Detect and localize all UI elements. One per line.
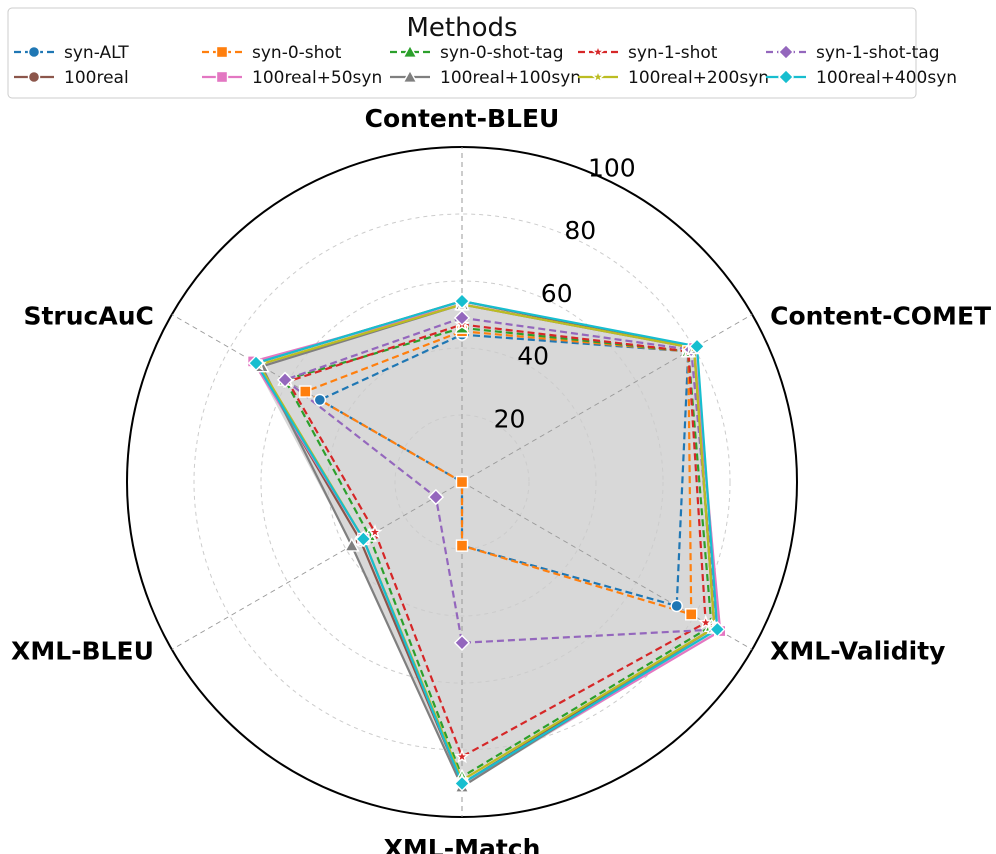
legend-marker	[777, 43, 795, 61]
point-syn-1-shot-tag-StrucAuC	[276, 371, 294, 388]
legend-item-100real+100syn: 100real+100syn	[390, 68, 581, 88]
point-syn-0-shot-XML-Match	[455, 539, 469, 552]
axis-label-xml-validity: XML-Validity	[770, 637, 945, 666]
point-syn-0-shot-XML-Validity	[684, 608, 698, 621]
legend: Methods syn-ALT syn-0-shot syn-0-shot-tag s…	[7, 7, 957, 99]
legend-item-syn-0-shot: syn-0-shot	[202, 43, 342, 63]
point-syn-1-shot-tag-XML-BLEU	[427, 488, 445, 506]
legend-marker	[402, 68, 418, 83]
point-100real+400syn-XML-Validity	[709, 621, 726, 638]
axis-label-content-bleu: Content-BLEU	[365, 104, 560, 133]
spoke-4	[171, 481, 463, 650]
r-tick-label: 60	[541, 279, 573, 308]
axis-label-strucauc: StrucAuC	[23, 302, 153, 331]
r-tick-label: 100	[588, 153, 636, 182]
legend-label: syn-1-shot	[628, 43, 718, 63]
legend-marker	[27, 70, 41, 84]
point-syn-0-shot-StrucAuC	[299, 385, 312, 398]
legend-label: syn-1-shot-tag	[816, 43, 939, 63]
point-syn-1-shot-XML-Validity	[697, 614, 714, 630]
legend-label: syn-0-shot	[252, 43, 342, 63]
point-100real+400syn-Content-BLEU	[453, 292, 471, 310]
filled-area-layer	[253, 301, 721, 787]
legend-item-100real+50syn: 100real+50syn	[202, 68, 382, 88]
legend-marker	[590, 44, 606, 59]
legend-item-100real+200syn: 100real+200syn	[578, 68, 769, 88]
axis-label-xml-match: XML-Match	[384, 834, 541, 854]
legend-frame	[7, 7, 917, 99]
grid-circle-40	[327, 347, 597, 617]
point-syn-ALT-XML-Validity	[670, 599, 683, 613]
spoke-1	[461, 314, 753, 483]
point-100real+400syn-Content-COMET	[688, 338, 706, 355]
legend-label: 100real+200syn	[628, 68, 769, 88]
point-100real+400syn-XML-Match	[453, 775, 471, 792]
legend-label: 100real+400syn	[816, 68, 957, 88]
legend-marker	[777, 68, 795, 86]
legend-item-syn-ALT: syn-ALT	[14, 43, 129, 63]
point-syn-ALT-StrucAuC	[313, 393, 327, 407]
marker-layer	[246, 292, 727, 793]
point-100real+400syn-StrucAuC	[247, 354, 265, 372]
point-syn-1-shot-tag-XML-Match	[453, 634, 471, 651]
axis-label-xml-bleu: XML-BLEU	[11, 637, 154, 666]
legend-item-syn-1-shot-tag: syn-1-shot-tag	[766, 43, 939, 63]
legend-marker	[215, 45, 229, 59]
point-syn-0-shot-XML-BLEU	[455, 475, 469, 489]
legend-label: 100real	[64, 68, 129, 88]
legend-marker	[215, 70, 229, 84]
grid-circle-80	[193, 213, 731, 751]
shaded-area	[253, 301, 721, 787]
legend-item-100real: 100real	[14, 68, 129, 88]
point-syn-1-shot-tag-Content-BLEU	[453, 309, 471, 326]
legend-label: syn-ALT	[64, 43, 129, 63]
legend-title: Methods	[406, 13, 517, 43]
legend-marker	[27, 45, 41, 59]
legend-item-syn-0-shot-tag: syn-0-shot-tag	[390, 43, 563, 63]
axis-label-layer: 20 40 60 80 100 Content-BLEU Content-COMET XML-…	[11, 104, 991, 854]
legend-marker	[590, 69, 606, 84]
legend-marker	[402, 43, 418, 58]
axis-label-content-comet: Content-COMET	[770, 302, 991, 331]
legend-label: 100real+100syn	[440, 68, 581, 88]
point-100real+100syn-XML-BLEU	[343, 537, 360, 552]
legend-label: syn-0-shot-tag	[440, 43, 563, 63]
point-syn-1-shot-XML-BLEU	[367, 524, 383, 539]
legend-item-syn-1-shot: syn-1-shot	[578, 43, 718, 63]
legend-item-100real+400syn: 100real+400syn	[766, 68, 957, 88]
point-syn-1-shot-XML-Match	[454, 748, 470, 764]
r-tick-label: 20	[494, 404, 526, 433]
legend-label: 100real+50syn	[252, 68, 382, 88]
r-tick-label: 80	[564, 216, 596, 245]
r-tick-label: 40	[517, 342, 549, 371]
point-100real+400syn-XML-BLEU	[355, 530, 372, 548]
